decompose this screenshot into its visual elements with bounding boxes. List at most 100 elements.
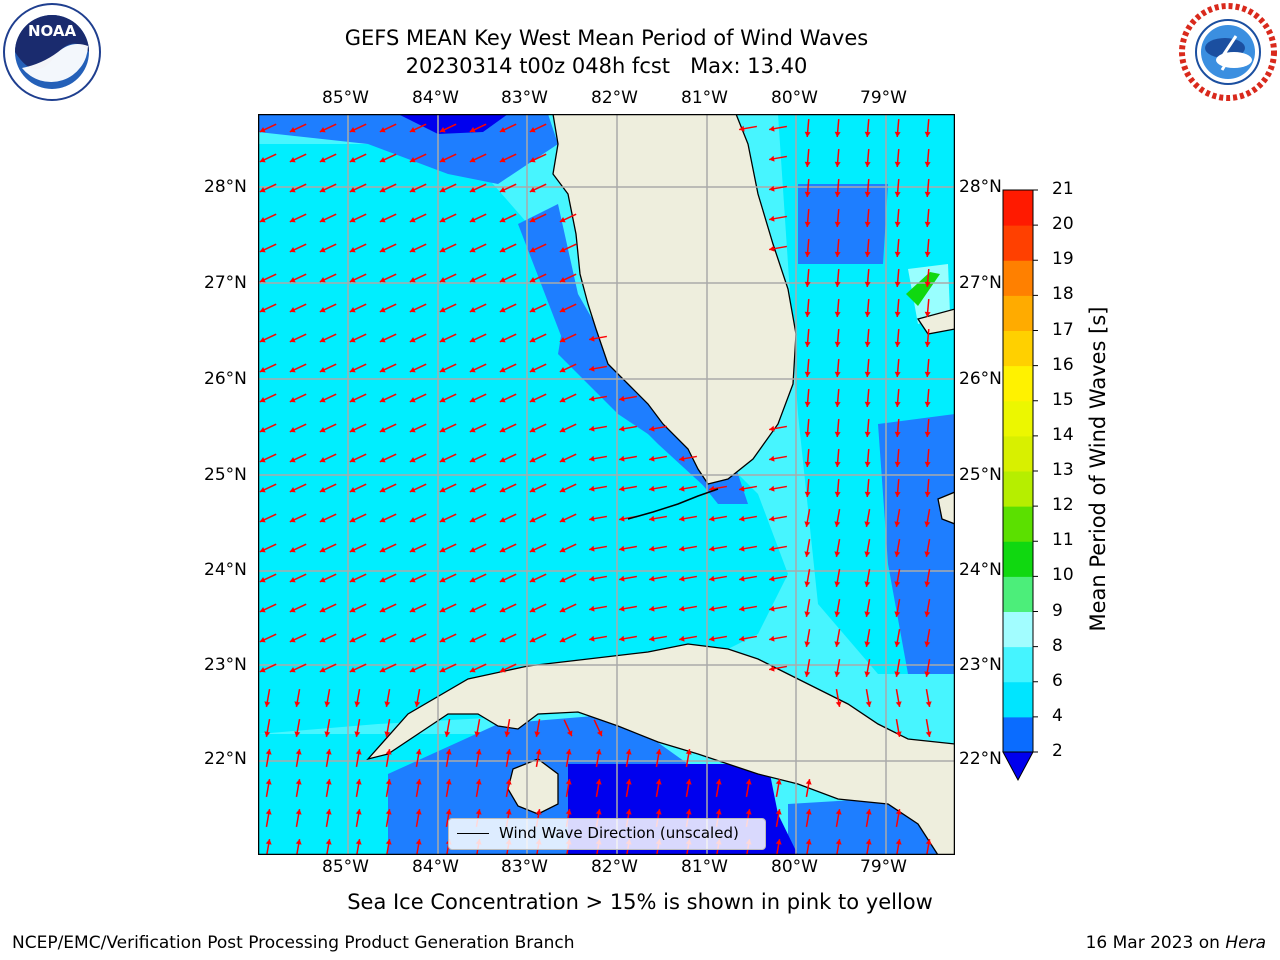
colorbar (998, 186, 1038, 786)
wind-wave-arrow (685, 779, 692, 797)
wind-wave-arrow (324, 719, 331, 737)
wind-wave-arrow (529, 363, 547, 373)
wind-wave-arrow (295, 809, 302, 827)
wind-wave-arrow (835, 809, 842, 827)
wind-wave-arrow (834, 208, 841, 228)
nws-logo (1178, 2, 1278, 102)
wind-wave-arrow (589, 575, 607, 582)
field-0-2s (398, 114, 508, 134)
wind-wave-arrow (769, 215, 787, 222)
wind-wave-arrows (259, 118, 932, 855)
wind-wave-arrow (349, 513, 367, 523)
wind-wave-arrow (445, 809, 452, 827)
colorbar-tick-label: 9 (1052, 600, 1063, 621)
wind-wave-arrow (355, 749, 362, 767)
wind-wave-arrow (499, 273, 517, 283)
wind-wave-arrow (265, 749, 272, 767)
wind-wave-arrow (834, 178, 841, 198)
wind-wave-arrow (864, 509, 871, 527)
wind-wave-arrow (804, 448, 811, 468)
wind-wave-arrow (409, 123, 427, 133)
noaa-logo: NOAA (2, 2, 102, 102)
wind-wave-arrow (289, 183, 307, 193)
wind-wave-arrow (834, 659, 841, 677)
wind-wave-arrow (864, 328, 871, 348)
map-title: GEFS MEAN Key West Mean Period of Wind W… (344, 26, 869, 50)
wind-wave-arrow (804, 268, 811, 288)
wind-wave-arrow (289, 513, 307, 523)
wind-wave-arrow (349, 483, 367, 493)
wind-wave-arrow (739, 515, 757, 522)
wind-wave-arrow (559, 453, 577, 463)
wind-wave-arrow (499, 423, 517, 433)
wind-wave-arrow (379, 453, 397, 463)
lon-label: 83°W (501, 857, 548, 877)
wind-wave-arrow (805, 809, 812, 827)
wind-wave-arrow (259, 363, 277, 373)
colorbar-label: Mean Period of Wind Waves [s] (1086, 306, 1110, 632)
wind-wave-arrow (505, 779, 512, 797)
wind-wave-arrow (589, 335, 607, 342)
wind-wave-arrow (864, 178, 871, 198)
wind-wave-arrow (864, 238, 871, 258)
wind-wave-arrow (439, 513, 457, 523)
wind-wave-arrow (834, 328, 841, 348)
wind-wave-arrow (409, 573, 427, 583)
wind-wave-arrow (349, 153, 367, 163)
wind-wave-arrow (924, 178, 931, 198)
wind-wave-arrow (775, 809, 782, 827)
wind-wave-arrow (349, 543, 367, 553)
wind-wave-arrow (864, 358, 871, 378)
colorbar-tick-label: 12 (1052, 495, 1074, 516)
wind-wave-arrow (469, 153, 487, 163)
wind-wave-arrow (709, 605, 727, 612)
wind-wave-arrow (709, 575, 727, 582)
wind-wave-arrow (529, 423, 547, 433)
wind-wave-arrow (589, 395, 607, 402)
colorbar-segment (1003, 260, 1033, 296)
lon-label: 85°W (322, 857, 369, 877)
wind-wave-arrow (679, 455, 697, 462)
wind-wave-arrow (379, 213, 397, 223)
wind-wave-arrow (499, 153, 517, 163)
wind-wave-arrow (559, 333, 577, 343)
wind-wave-arrow (924, 629, 931, 647)
wind-wave-arrow (349, 423, 367, 433)
wind-wave-arrow (259, 273, 277, 283)
wind-wave-arrow (469, 183, 487, 193)
lat-label: 28°N (204, 177, 247, 197)
wind-wave-arrow (379, 243, 397, 253)
wind-wave-arrow (924, 599, 931, 617)
wind-wave-arrow (499, 363, 517, 373)
wind-wave-arrow (894, 418, 901, 438)
footer-date: 16 Mar 2023 on (1085, 933, 1226, 953)
wind-wave-arrow (924, 659, 931, 677)
wind-wave-arrow (469, 363, 487, 373)
wind-wave-arrow (894, 478, 901, 498)
wind-wave-arrow (804, 629, 811, 647)
wind-wave-arrow (294, 689, 301, 707)
wind-wave-arrow (679, 485, 697, 492)
wind-wave-arrow (804, 298, 811, 318)
wind-wave-arrow (259, 123, 277, 133)
wind-wave-arrow (499, 183, 517, 193)
wind-wave-arrow (865, 689, 872, 707)
lat-label: 24°N (959, 560, 1002, 580)
wind-wave-arrow (469, 513, 487, 523)
wind-wave-arrow (409, 243, 427, 253)
wind-wave-arrow (409, 273, 427, 283)
wind-wave-arrow (529, 213, 547, 223)
wind-wave-arrow (804, 599, 811, 617)
wind-wave-arrow (559, 273, 577, 283)
wind-wave-arrow (589, 605, 607, 612)
wind-wave-arrow (439, 423, 457, 433)
lon-label: 81°W (681, 88, 728, 108)
wind-wave-arrow (864, 208, 871, 228)
wind-wave-arrow (864, 388, 871, 408)
wind-wave-arrow (349, 453, 367, 463)
wind-wave-arrow (445, 749, 452, 767)
wind-wave-arrow (894, 268, 901, 288)
wind-wave-arrow (894, 448, 901, 468)
colorbar-segment (1003, 400, 1033, 437)
wind-wave-arrow (834, 448, 841, 468)
